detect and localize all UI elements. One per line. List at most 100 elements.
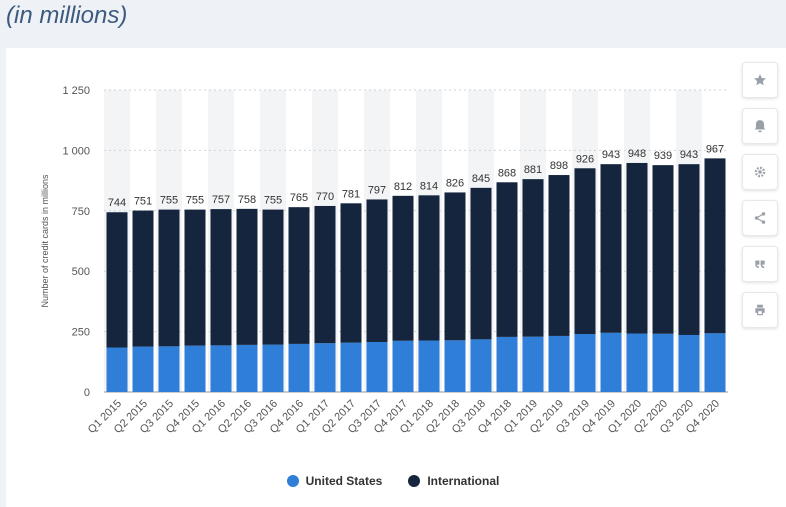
bar-united-states	[340, 342, 362, 392]
bar-international	[626, 162, 648, 334]
notification-button[interactable]	[742, 108, 778, 144]
bar-international	[236, 208, 258, 345]
bar-international	[210, 209, 232, 346]
data-label: 926	[576, 153, 594, 165]
bar-international	[184, 209, 206, 346]
data-label: 943	[680, 149, 698, 161]
bar-united-states	[626, 333, 648, 392]
print-icon	[755, 304, 765, 316]
data-label: 770	[316, 191, 334, 203]
data-label: 826	[446, 177, 464, 189]
quote-icon	[755, 260, 765, 269]
chart-subtitle: (in millions)	[6, 2, 128, 29]
bar-united-states	[236, 344, 258, 392]
bell-icon	[754, 120, 766, 133]
data-label: 757	[212, 194, 230, 206]
data-label: 751	[134, 196, 152, 208]
bar-united-states	[704, 333, 726, 392]
legend-item-international[interactable]: International	[408, 474, 499, 488]
bar-united-states	[444, 340, 466, 392]
bar-international	[392, 195, 414, 341]
data-label: 744	[108, 197, 126, 209]
cite-button[interactable]	[742, 246, 778, 282]
data-label: 881	[524, 164, 542, 176]
y-tick-label: 750	[72, 206, 90, 218]
settings-button[interactable]	[742, 154, 778, 190]
share-button[interactable]	[742, 200, 778, 236]
bar-international	[288, 207, 310, 344]
bar-united-states	[496, 336, 518, 392]
legend-label: United States	[305, 474, 383, 488]
bar-international	[132, 210, 154, 347]
bar-international	[522, 179, 544, 337]
data-label: 755	[186, 195, 204, 207]
bar-united-states	[470, 339, 492, 392]
bar-international	[678, 164, 700, 335]
bar-united-states	[158, 346, 180, 392]
bar-united-states	[132, 346, 154, 392]
data-label: 943	[602, 149, 620, 161]
chart-card: 0 250 500 750 1 000 1 250 Number of credit car…	[6, 48, 786, 507]
data-label: 812	[394, 181, 412, 193]
favorite-button[interactable]	[742, 62, 778, 98]
bar-united-states	[548, 335, 570, 392]
bar-international	[314, 205, 336, 344]
bar-international	[340, 203, 362, 343]
data-label: 758	[238, 194, 256, 206]
bar-united-states	[366, 341, 388, 392]
y-tick-label: 500	[72, 266, 90, 278]
data-label: 755	[160, 195, 178, 207]
bar-international	[158, 209, 180, 347]
bar-international	[470, 187, 492, 340]
bar-united-states	[574, 334, 596, 392]
y-tick-label: 1 000	[62, 145, 90, 157]
bar-international	[704, 158, 726, 334]
data-label: 898	[550, 160, 568, 172]
share-icon	[754, 212, 766, 224]
bar-united-states	[106, 347, 128, 392]
gear-icon	[754, 166, 766, 178]
print-button[interactable]	[742, 292, 778, 328]
star-icon	[754, 74, 766, 86]
bar-international	[652, 165, 674, 334]
y-tick-label: 0	[84, 387, 90, 399]
bar-united-states	[314, 343, 336, 392]
data-label: 967	[706, 143, 724, 155]
bar-international	[548, 175, 570, 336]
data-label: 814	[420, 180, 438, 192]
bar-united-states	[288, 343, 310, 392]
bar-united-states	[392, 340, 414, 392]
data-label: 845	[472, 173, 490, 185]
bar-international	[262, 209, 284, 345]
legend-item-united-states[interactable]: United States	[286, 474, 383, 488]
y-tick-label: 1 250	[62, 85, 90, 97]
bar-united-states	[600, 332, 622, 392]
data-label: 755	[264, 195, 282, 207]
data-label: 868	[498, 167, 516, 179]
bar-international	[600, 164, 622, 333]
stacked-bar-chart: 0 250 500 750 1 000 1 250 Number of credit car…	[40, 85, 728, 436]
bar-international	[574, 168, 596, 335]
bar-united-states	[652, 333, 674, 392]
bar-united-states	[184, 345, 206, 392]
data-label: 765	[290, 192, 308, 204]
y-axis-title: Number of credit cards in millions	[40, 174, 50, 308]
bar-international	[106, 212, 128, 348]
legend-swatch-international	[408, 475, 421, 487]
bar-united-states	[262, 344, 284, 392]
legend-swatch-us	[286, 475, 299, 487]
bar-united-states	[418, 340, 440, 392]
bar-united-states	[522, 336, 544, 392]
y-tick-label: 250	[72, 327, 90, 339]
chart-toolbar	[742, 62, 778, 338]
bar-united-states	[678, 334, 700, 392]
bar-international	[496, 182, 518, 337]
bar-international	[366, 199, 388, 342]
bar-international	[418, 195, 440, 341]
data-label: 781	[342, 188, 360, 200]
chart-legend: United States International	[0, 472, 786, 490]
data-label: 948	[628, 148, 646, 160]
data-label: 797	[368, 184, 386, 196]
bar-international	[444, 192, 466, 341]
legend-label: International	[427, 474, 500, 488]
